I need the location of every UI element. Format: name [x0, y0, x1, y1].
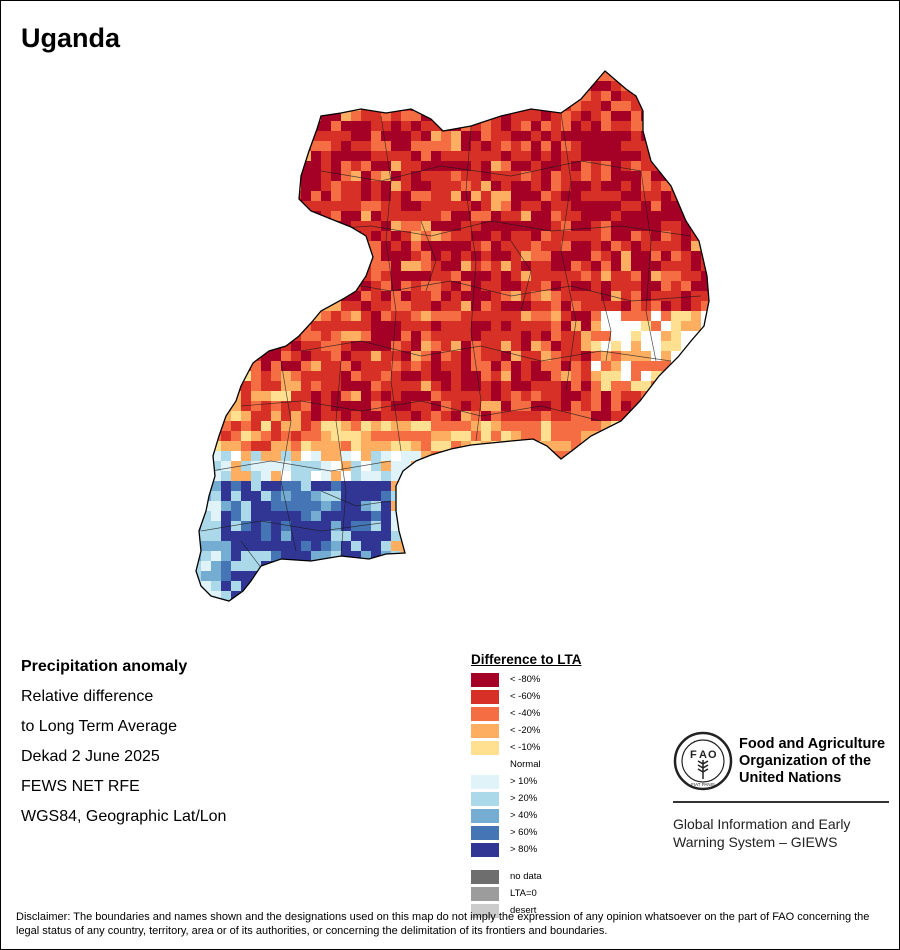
legend-label: < -40% [510, 708, 541, 719]
disclaimer: Disclaimer: The boundaries and names sho… [16, 911, 870, 937]
legend-label: Normal [510, 759, 541, 770]
info-line-period: Dekad 2 June 2025 [21, 748, 160, 765]
legend-item: > 20% [471, 790, 631, 807]
legend-title: Difference to LTA [471, 652, 582, 667]
legend-swatch [471, 673, 499, 687]
legend-item: > 40% [471, 807, 631, 824]
map-title: Uganda [21, 23, 121, 53]
svg-text:A: A [699, 749, 707, 761]
fao-divider [673, 801, 889, 803]
anomaly-raster [196, 71, 709, 601]
legend-swatch [471, 887, 499, 901]
legend-label: > 40% [510, 810, 538, 821]
svg-text:F: F [690, 749, 697, 761]
legend-swatch [471, 843, 499, 857]
legend-item: > 10% [471, 773, 631, 790]
legend-swatch [471, 741, 499, 755]
legend-label: > 10% [510, 776, 538, 787]
legend-item: Normal [471, 756, 631, 773]
legend-label: > 60% [510, 827, 538, 838]
legend-label: > 20% [510, 793, 538, 804]
info-line: to Long Term Average [21, 718, 177, 735]
legend-item: < -10% [471, 739, 631, 756]
giews-name: Global Information and Early Warning Sys… [673, 815, 889, 851]
svg-text:O: O [708, 749, 717, 761]
legend-swatch [471, 904, 499, 918]
fao-logo-motto: FIAT PANIS [691, 782, 715, 787]
district-boundaries [200, 112, 702, 582]
legend-swatch [471, 870, 499, 884]
info-line-source: FEWS NET RFE [21, 778, 140, 795]
legend-label: LTA=0 [510, 888, 537, 899]
legend-item: LTA=0 [471, 885, 631, 902]
legend-swatch [471, 826, 499, 840]
legend-label: no data [510, 871, 542, 882]
legend: Difference to LTA < -80% < -60% < -40% < -2… [471, 652, 631, 919]
legend-label: < -80% [510, 674, 541, 685]
legend-swatch [471, 775, 499, 789]
legend-swatch [471, 724, 499, 738]
legend-item: < -20% [471, 722, 631, 739]
map-info: Precipitation anomaly Relative differenc… [21, 656, 226, 836]
info-line-projection: WGS84, Geographic Lat/Lon [21, 808, 227, 825]
fao-name-line: Food and Agriculture [739, 736, 886, 752]
legend-swatch [471, 758, 499, 772]
legend-item: < -40% [471, 705, 631, 722]
info-line: Relative difference [21, 688, 154, 705]
legend-item: desert [471, 902, 631, 919]
fao-logo-icon: F A O FIAT PANIS [673, 731, 733, 791]
legend-label: desert [510, 905, 537, 916]
giews-line: Warning System – GIEWS [673, 834, 838, 850]
uganda-precipitation-map [195, 70, 710, 602]
legend-item: < -60% [471, 688, 631, 705]
legend-label: < -10% [510, 742, 541, 753]
legend-item: < -80% [471, 671, 631, 688]
info-line-title: Precipitation anomaly [21, 658, 188, 675]
fao-name-line: Organization of the [739, 753, 872, 769]
legend-swatch [471, 792, 499, 806]
legend-swatch [471, 809, 499, 823]
legend-label: < -60% [510, 691, 541, 702]
fao-name: Food and Agriculture Organization of the… [739, 736, 899, 787]
legend-item: > 80% [471, 841, 631, 858]
legend-item: > 60% [471, 824, 631, 841]
legend-item: no data [471, 868, 631, 885]
fao-name-line: United Nations [739, 770, 842, 786]
legend-label: < -20% [510, 725, 541, 736]
legend-label: > 80% [510, 844, 538, 855]
legend-swatch [471, 690, 499, 704]
legend-swatch [471, 707, 499, 721]
giews-line: Global Information and Early [673, 816, 851, 832]
